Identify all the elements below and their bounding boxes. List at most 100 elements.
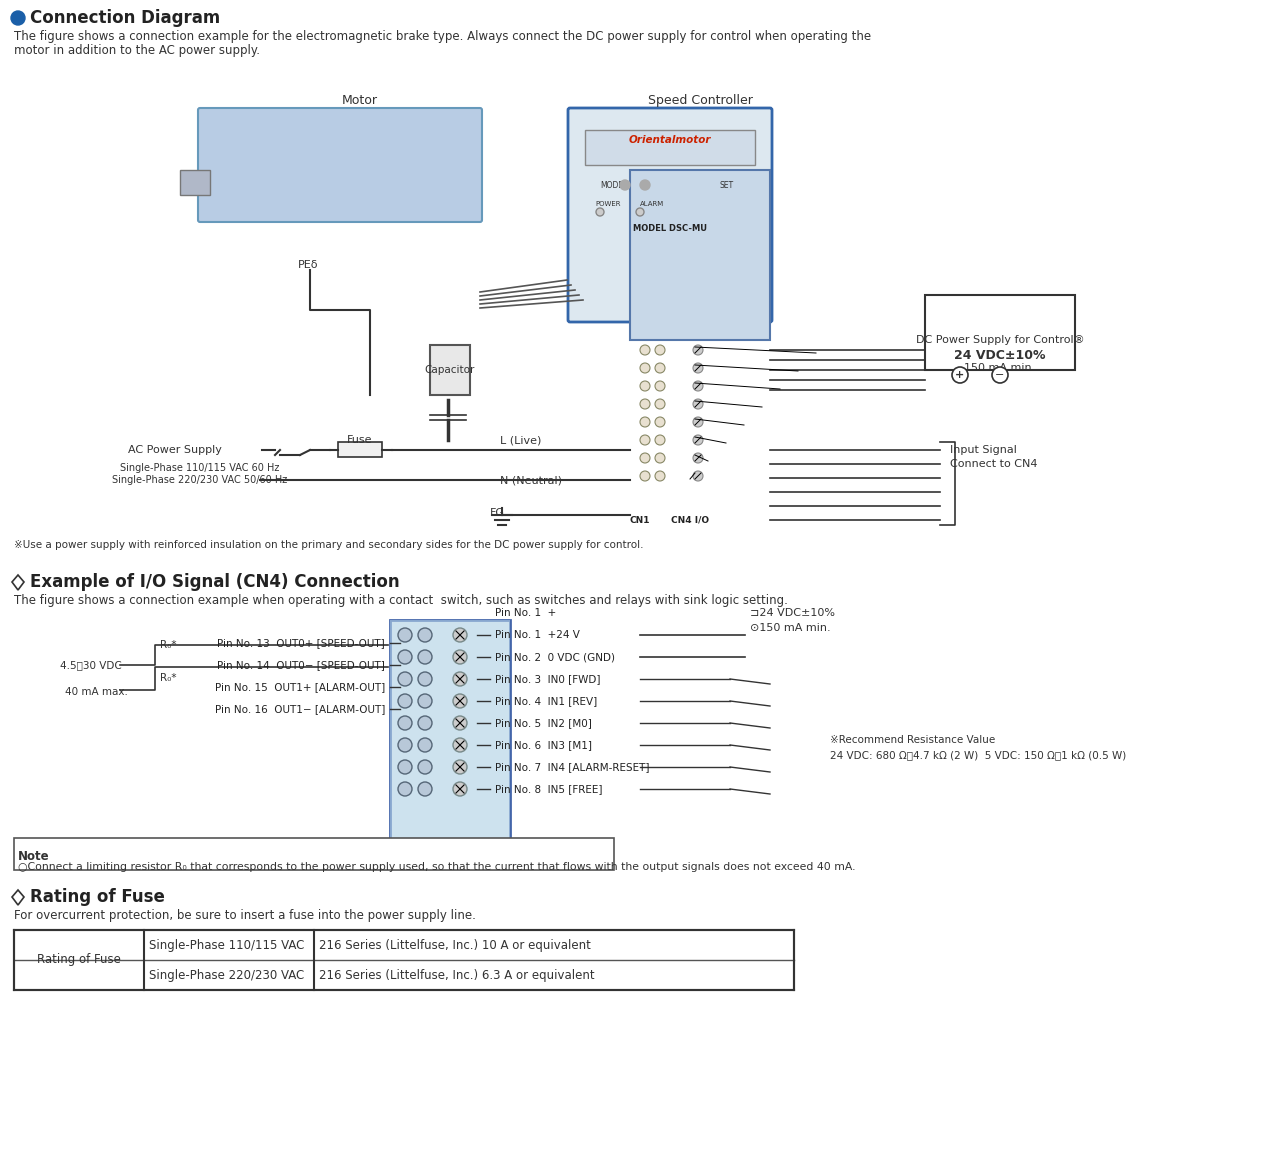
Circle shape (692, 399, 703, 409)
Circle shape (692, 363, 703, 373)
Bar (14, 839, 614, 870)
Text: ○Connect a limiting resistor R₀ that corresponds to the power supply used, so th: ○Connect a limiting resistor R₀ that cor… (18, 862, 855, 872)
Circle shape (453, 739, 467, 752)
Text: ⊐24 VDC±10%: ⊐24 VDC±10% (750, 608, 835, 618)
Text: The figure shows a connection example when operating with a contact  switch, suc: The figure shows a connection example wh… (14, 593, 788, 606)
Text: Capacitor: Capacitor (425, 365, 475, 374)
Circle shape (640, 399, 650, 409)
Circle shape (419, 782, 433, 795)
Circle shape (453, 672, 467, 686)
Circle shape (398, 650, 412, 664)
Polygon shape (12, 575, 24, 590)
Text: R₀*: R₀* (160, 640, 177, 650)
Text: Speed Controller: Speed Controller (648, 93, 753, 107)
Polygon shape (12, 890, 24, 905)
Circle shape (655, 399, 666, 409)
Circle shape (692, 471, 703, 481)
Text: 4.5～30 VDC: 4.5～30 VDC (60, 659, 122, 670)
Text: Single-Phase 220/230 VAC 50/60 Hz: Single-Phase 220/230 VAC 50/60 Hz (113, 475, 288, 485)
Text: Single-Phase 110/115 VAC: Single-Phase 110/115 VAC (148, 939, 305, 951)
Circle shape (655, 381, 666, 391)
Bar (14, 930, 794, 990)
Circle shape (453, 650, 467, 664)
Circle shape (419, 672, 433, 686)
Text: Rating of Fuse: Rating of Fuse (29, 889, 165, 906)
Text: The figure shows a connection example for the electromagnetic brake type. Always: The figure shows a connection example fo… (14, 29, 872, 43)
Text: Pin No. 1  +24 V: Pin No. 1 +24 V (495, 630, 580, 640)
Text: DC Power Supply for Control®: DC Power Supply for Control® (915, 335, 1084, 345)
Text: Pin No. 6  IN3 [M1]: Pin No. 6 IN3 [M1] (495, 740, 591, 750)
Polygon shape (682, 240, 698, 255)
Circle shape (992, 368, 1009, 383)
Text: Rating of Fuse: Rating of Fuse (37, 954, 120, 966)
Circle shape (419, 628, 433, 642)
Circle shape (952, 368, 968, 383)
Text: Pin No. 3  IN0 [FWD]: Pin No. 3 IN0 [FWD] (495, 675, 600, 684)
Text: 150 mA min.: 150 mA min. (964, 363, 1036, 373)
Circle shape (640, 435, 650, 445)
Text: ⊙150 mA min.: ⊙150 mA min. (750, 623, 831, 633)
Text: N (Neutral): N (Neutral) (500, 475, 562, 485)
Circle shape (398, 694, 412, 708)
Text: AC Power Supply: AC Power Supply (128, 445, 221, 455)
Text: 216 Series (Littelfuse, Inc.) 10 A or equivalent: 216 Series (Littelfuse, Inc.) 10 A or eq… (319, 939, 591, 951)
Text: ※Recommend Resistance Value: ※Recommend Resistance Value (829, 735, 996, 745)
Text: 24 VDC±10%: 24 VDC±10% (955, 349, 1046, 362)
Circle shape (419, 650, 433, 664)
Text: Connect to CN4: Connect to CN4 (950, 459, 1038, 469)
Circle shape (640, 454, 650, 463)
Text: For overcurrent protection, be sure to insert a fuse into the power supply line.: For overcurrent protection, be sure to i… (14, 908, 476, 921)
Text: +: + (955, 370, 965, 380)
Text: Note: Note (18, 849, 50, 863)
Text: Input Signal: Input Signal (950, 445, 1016, 455)
Circle shape (453, 694, 467, 708)
Text: Pin No. 13  OUT0+ [SPEED-OUT]: Pin No. 13 OUT0+ [SPEED-OUT] (218, 638, 385, 648)
Circle shape (692, 345, 703, 355)
Text: ALARM: ALARM (640, 201, 664, 207)
Bar (585, 130, 755, 165)
Text: 24 VDC: 680 Ω～4.7 kΩ (2 W)  5 VDC: 150 Ω～1 kΩ (0.5 W): 24 VDC: 680 Ω～4.7 kΩ (2 W) 5 VDC: 150 Ω～… (829, 750, 1126, 759)
Circle shape (655, 435, 666, 445)
Circle shape (640, 180, 650, 190)
Text: 216 Series (Littelfuse, Inc.) 6.3 A or equivalent: 216 Series (Littelfuse, Inc.) 6.3 A or e… (319, 969, 595, 982)
Text: Single-Phase 220/230 VAC: Single-Phase 220/230 VAC (148, 969, 305, 982)
Text: CN4 I/O: CN4 I/O (671, 515, 709, 525)
Text: SET: SET (719, 180, 735, 190)
Text: R₀*: R₀* (160, 673, 177, 683)
Text: Pin No. 14  OUT0− [SPEED-OUT]: Pin No. 14 OUT0− [SPEED-OUT] (218, 659, 385, 670)
Circle shape (398, 716, 412, 730)
Circle shape (596, 208, 604, 216)
Circle shape (453, 782, 467, 795)
Bar (390, 620, 509, 840)
Circle shape (640, 471, 650, 481)
Circle shape (419, 716, 433, 730)
Circle shape (12, 10, 26, 24)
Circle shape (398, 628, 412, 642)
Text: Connection Diagram: Connection Diagram (29, 9, 220, 27)
Bar (180, 170, 210, 195)
FancyBboxPatch shape (925, 295, 1075, 370)
Circle shape (640, 363, 650, 373)
Circle shape (453, 759, 467, 775)
FancyBboxPatch shape (568, 108, 772, 322)
Circle shape (453, 628, 467, 642)
Text: Motor: Motor (342, 93, 378, 107)
Text: POWER: POWER (595, 201, 621, 207)
Circle shape (453, 716, 467, 730)
Bar (338, 442, 381, 457)
Text: FG: FG (490, 508, 506, 518)
FancyBboxPatch shape (630, 170, 771, 340)
Circle shape (419, 694, 433, 708)
Circle shape (640, 418, 650, 427)
Circle shape (655, 363, 666, 373)
Bar (430, 345, 470, 395)
Circle shape (640, 345, 650, 355)
Text: Fuse: Fuse (347, 435, 372, 445)
Text: L (Live): L (Live) (500, 435, 541, 445)
Text: Pin No. 7  IN4 [ALARM-RESET]: Pin No. 7 IN4 [ALARM-RESET] (495, 762, 649, 772)
Circle shape (636, 208, 644, 216)
Text: 40 mA max.: 40 mA max. (65, 687, 128, 697)
Text: motor in addition to the AC power supply.: motor in addition to the AC power supply… (14, 43, 260, 57)
Text: Pin No. 2  0 VDC (GND): Pin No. 2 0 VDC (GND) (495, 652, 614, 662)
Text: Pin No. 16  OUT1− [ALARM-OUT]: Pin No. 16 OUT1− [ALARM-OUT] (215, 704, 385, 714)
